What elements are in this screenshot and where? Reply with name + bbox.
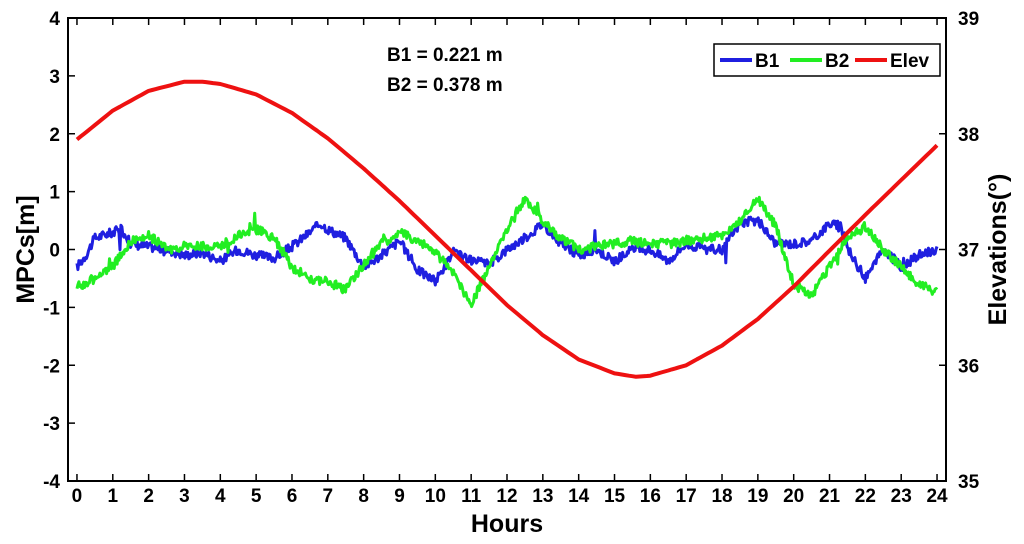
y-left-tick-label: 0 (49, 241, 60, 262)
annotation-b1: B1 = 0.221 m (387, 45, 503, 66)
x-tick-label: 20 (783, 486, 804, 507)
x-tick-label: 4 (215, 486, 226, 507)
y-left-tick-label: 1 (49, 183, 60, 204)
y-right-tick-label: 36 (958, 356, 979, 377)
series-layer (75, 79, 939, 379)
annotation-b2: B2 = 0.378 m (387, 75, 503, 96)
x-axis-title: Hours (471, 510, 543, 538)
y-right-tick-label: 35 (958, 472, 980, 493)
legend: B1 B2 Elev (713, 43, 941, 77)
x-tick-label: 15 (604, 486, 626, 507)
legend-label-b2: B2 (825, 51, 849, 72)
y-left-tick-label: -3 (43, 414, 60, 435)
x-tick-label: 16 (640, 486, 661, 507)
y-left-tick-label: -2 (43, 356, 60, 377)
x-tick-label: 12 (496, 486, 517, 507)
y-left-tick-label: 2 (49, 125, 60, 146)
x-tick-label: 23 (891, 486, 912, 507)
x-tick-label: 13 (532, 486, 553, 507)
x-tick-label: 9 (394, 486, 405, 507)
x-tick-label: 22 (855, 486, 876, 507)
y-left-tick-label: -4 (43, 472, 60, 493)
x-tick-label: 14 (568, 486, 590, 507)
y-axis-right-title: Elevations(°) (984, 174, 1012, 326)
x-tick-label: 8 (358, 486, 369, 507)
x-tick-label: 21 (819, 486, 841, 507)
x-tick-label: 10 (425, 486, 446, 507)
series-line-b1 (75, 215, 939, 287)
legend-label-b1: B1 (755, 51, 780, 72)
x-tick-label: 5 (251, 486, 262, 507)
x-tick-label: 18 (711, 486, 732, 507)
x-tick-label: 7 (323, 486, 334, 507)
ticks-layer: 0 1 2 3 4 5 6 7 8 9 10 11 12 13 14 15 16 17 18 19 20 21 22 23 24… (43, 9, 979, 507)
y-left-tick-label: 3 (49, 67, 60, 88)
x-tick-label: 2 (143, 486, 154, 507)
x-tick-label: 24 (926, 486, 948, 507)
x-tick-label: 0 (72, 486, 83, 507)
x-tick-label: 1 (108, 486, 119, 507)
y-right-tick-label: 39 (958, 9, 979, 30)
x-tick-label: 11 (461, 486, 482, 507)
y-right-tick-label: 37 (958, 241, 979, 262)
y-left-tick-label: 4 (49, 9, 60, 30)
y-right-tick-label: 38 (958, 125, 979, 146)
x-tick-label: 3 (179, 486, 190, 507)
x-tick-label: 19 (747, 486, 768, 507)
x-tick-label: 17 (676, 486, 697, 507)
x-tick-label: 6 (287, 486, 298, 507)
y-axis-left-title: MPCs[m] (12, 195, 40, 303)
series-line-elev (75, 79, 939, 379)
y-left-tick-label: -1 (43, 298, 60, 319)
legend-label-elev: Elev (890, 51, 930, 72)
